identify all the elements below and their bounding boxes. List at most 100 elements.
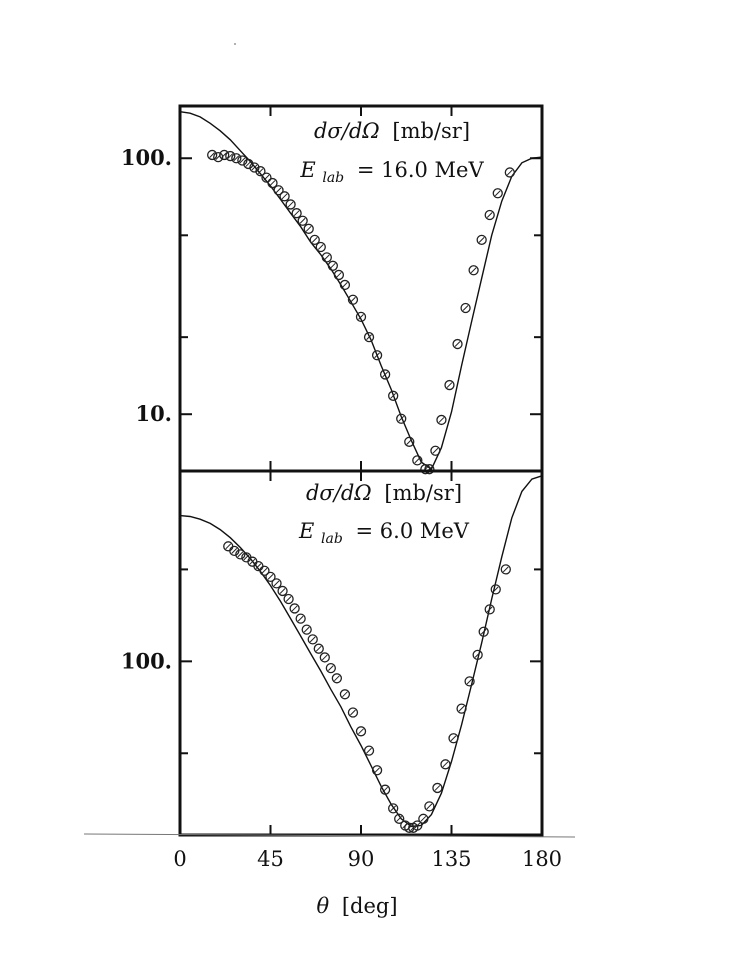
bottom-y-tick-label: 100.	[121, 648, 172, 673]
bottom-data-point-mark	[466, 678, 473, 685]
top-data-point-mark	[323, 254, 330, 261]
top-data-point	[291, 208, 302, 219]
top-data-point	[279, 191, 290, 202]
bottom-data-point-mark	[231, 548, 238, 554]
bottom-data-point-mark	[358, 728, 364, 735]
bottom-data-point	[347, 707, 359, 718]
bottom-data-point-mark	[486, 606, 493, 613]
top-data-point	[231, 153, 242, 164]
top-data-point-mark	[398, 415, 405, 422]
top-annotation-line1: dσ/dΩ [mb/sr]	[314, 119, 470, 143]
top-data-point-mark	[462, 305, 469, 311]
bottom-data-point-mark	[285, 596, 292, 602]
top-data-point	[388, 390, 399, 401]
top-data-point-mark	[342, 282, 348, 288]
top-panel-ticks	[180, 106, 542, 471]
bottom-data-point-mark	[474, 652, 481, 658]
bottom-data-point	[478, 626, 489, 637]
bottom-data-point-mark	[434, 785, 441, 791]
top-data-point-mark	[311, 236, 318, 243]
x-axis-label: θ [deg]	[316, 894, 397, 918]
bottom-data-point	[424, 801, 435, 812]
top-data-point-mark	[446, 382, 453, 388]
bottom-data-point	[448, 733, 459, 744]
bottom-data-point-mark	[261, 567, 268, 574]
bottom-data-point	[456, 703, 467, 714]
bottom-data-point	[339, 689, 351, 700]
top-data-point-mark	[438, 417, 445, 423]
bottom-data-point-mark	[237, 551, 244, 558]
bottom-data-point	[379, 784, 391, 795]
bottom-data-point-mark	[492, 586, 499, 593]
top-data-point-mark	[336, 272, 342, 278]
bottom-data-point	[371, 765, 383, 776]
bottom-data-point-mark	[255, 563, 262, 569]
top-data-point-mark	[299, 217, 306, 224]
top-data-point	[297, 215, 308, 226]
top-data-point-mark	[414, 457, 421, 464]
scan-speck	[234, 43, 236, 45]
top-data-point	[396, 413, 407, 424]
top-data-point	[355, 311, 367, 323]
bottom-data-point-mark	[291, 605, 298, 612]
bottom-data-point-mark	[414, 822, 421, 829]
bottom-data-point	[235, 549, 246, 560]
top-data-point-mark	[227, 153, 234, 159]
top-data-point-mark	[486, 212, 493, 218]
top-annotation-var: dσ/dΩ	[314, 119, 380, 143]
bottom-data-point	[500, 564, 511, 575]
bottom-data-point	[490, 584, 501, 595]
top-annotation-line2: E lab = 16.0 MeV	[299, 158, 484, 187]
bottom-y-tick-labels: 100.	[121, 648, 172, 673]
bottom-data-point-mark	[267, 574, 274, 580]
bottom-data-point	[301, 624, 312, 635]
top-data-point-mark	[317, 244, 324, 250]
x-axis-label-var: θ	[316, 894, 329, 918]
top-data-point	[333, 269, 345, 281]
x-tick-label: 180	[522, 847, 562, 871]
top-panel: 10. 100. dσ/dΩ [mb/sr] E lab = 16.0 MeV	[121, 104, 544, 475]
bottom-data-point-mark	[327, 665, 334, 671]
top-data-point-mark	[494, 190, 501, 197]
top-data-point	[430, 445, 441, 456]
bottom-annotation-energy-var: E	[298, 519, 314, 543]
bottom-data-point	[289, 603, 300, 614]
top-data-point	[243, 158, 254, 170]
top-data-point	[436, 414, 447, 426]
bottom-data-point	[363, 745, 375, 756]
bottom-theory-curve	[179, 475, 543, 828]
top-data-point	[452, 338, 463, 350]
top-annotation: dσ/dΩ [mb/sr] E lab = 16.0 MeV	[299, 119, 484, 187]
top-data-point-mark	[263, 174, 270, 181]
bottom-data-point-mark	[442, 761, 449, 768]
bottom-data-point-mark	[315, 645, 322, 652]
bottom-panel: 100. 0 45 90 135 180 dσ/dΩ [mb/sr] E lab = 6…	[121, 469, 562, 918]
bottom-data-point-mark	[366, 747, 372, 754]
top-data-point	[261, 172, 272, 183]
top-data-point	[412, 455, 423, 466]
top-data-point	[219, 149, 230, 161]
top-data-point	[225, 150, 236, 162]
top-data-point-mark	[275, 187, 282, 194]
bottom-annotation-energy-value: = 6.0 MeV	[356, 519, 470, 543]
top-data-point	[273, 185, 284, 196]
top-data-point	[492, 188, 503, 199]
top-data-point-mark	[257, 168, 264, 175]
bottom-data-point-mark	[279, 588, 286, 594]
bottom-data-point	[307, 634, 318, 645]
x-tick-label: 135	[431, 847, 471, 871]
top-annotation-unit: [mb/sr]	[392, 119, 470, 143]
top-data-point-mark	[305, 225, 312, 232]
bottom-annotation-unit: [mb/sr]	[384, 481, 462, 505]
top-data-point-mark	[390, 392, 397, 399]
top-data-point	[315, 241, 326, 253]
top-data-point-mark	[382, 371, 388, 378]
top-data-point	[444, 379, 455, 391]
bottom-data-point	[313, 643, 324, 654]
top-data-point-mark	[350, 296, 356, 303]
x-axis-label-unit: [deg]	[342, 894, 398, 918]
bottom-annotation-var: dσ/dΩ	[306, 481, 372, 505]
top-data-point	[468, 265, 479, 276]
bottom-data-point-mark	[502, 566, 509, 573]
top-data-point-mark	[432, 447, 439, 454]
